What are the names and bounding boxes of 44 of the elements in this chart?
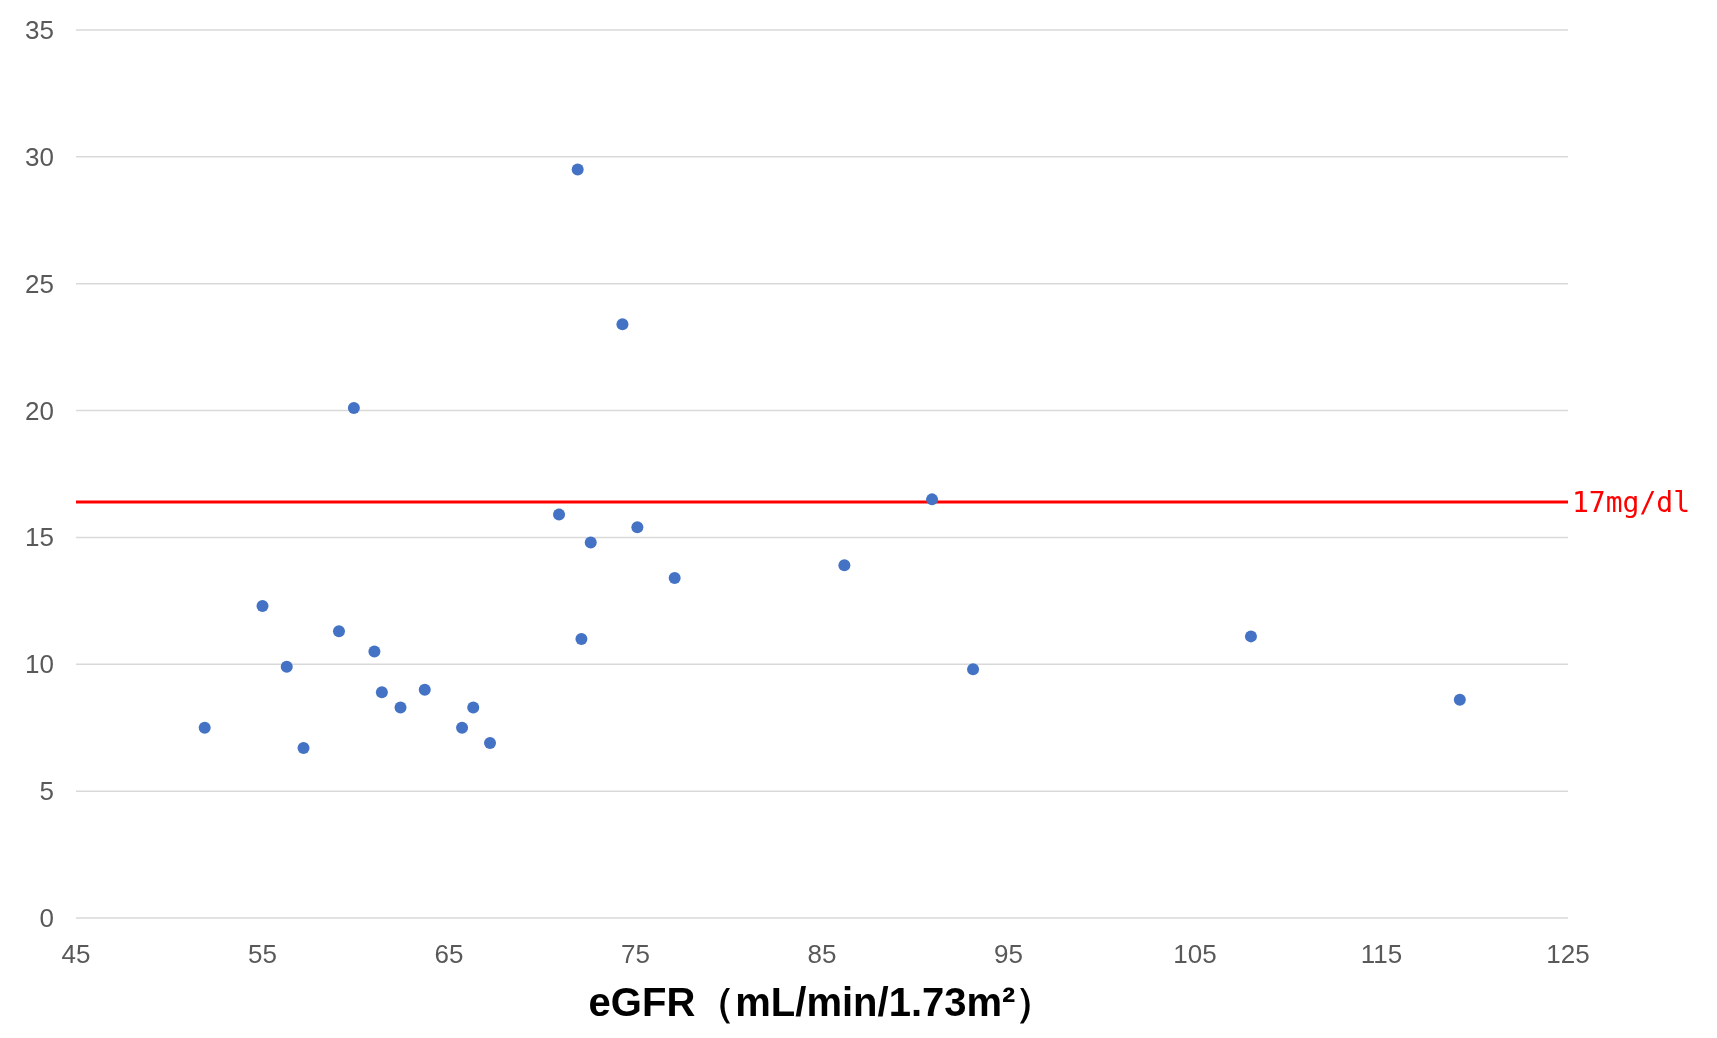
point — [198, 721, 211, 734]
point — [484, 736, 497, 749]
x-tick-label: 65 — [434, 939, 464, 969]
y-tick-label: 35 — [25, 15, 54, 45]
y-tick-label: 0 — [39, 903, 54, 933]
x-tick-label: 45 — [61, 939, 91, 969]
point — [418, 683, 431, 696]
point — [838, 559, 851, 572]
point — [553, 508, 566, 521]
x-tick-label: 105 — [1173, 939, 1217, 969]
y-tick-label: 30 — [25, 141, 54, 172]
x-tick-label: 115 — [1360, 939, 1403, 969]
x-tick-label: 125 — [1546, 939, 1590, 969]
point — [926, 493, 939, 506]
point — [297, 742, 310, 755]
x-tick-label: 75 — [621, 939, 650, 969]
x-tick-label: 95 — [994, 939, 1023, 969]
ref-line-label: 17mg/dl — [1572, 485, 1691, 519]
point — [584, 536, 597, 549]
point — [1453, 693, 1466, 706]
point — [347, 402, 360, 415]
point — [967, 663, 980, 676]
y-tick-label: 15 — [25, 522, 54, 553]
y-tick-label: 10 — [25, 649, 54, 680]
point — [332, 625, 345, 638]
x-tick-label: 85 — [807, 939, 837, 969]
y-tick-label: 25 — [25, 268, 54, 299]
point — [456, 721, 469, 734]
point — [1244, 630, 1257, 643]
x-axis-title: eGFR（mL/min/1.73m²） — [588, 980, 1056, 1024]
point — [368, 645, 381, 658]
point — [668, 572, 681, 585]
point — [616, 318, 629, 331]
x-tick-label: 55 — [248, 939, 277, 969]
point — [575, 632, 588, 645]
point — [394, 701, 407, 714]
y-tick-label: 20 — [25, 395, 54, 426]
y-tick-label: 5 — [39, 776, 54, 807]
point — [571, 163, 584, 176]
point — [256, 599, 269, 612]
point — [467, 701, 480, 714]
point — [631, 521, 644, 534]
point — [280, 660, 293, 673]
point — [375, 686, 388, 699]
